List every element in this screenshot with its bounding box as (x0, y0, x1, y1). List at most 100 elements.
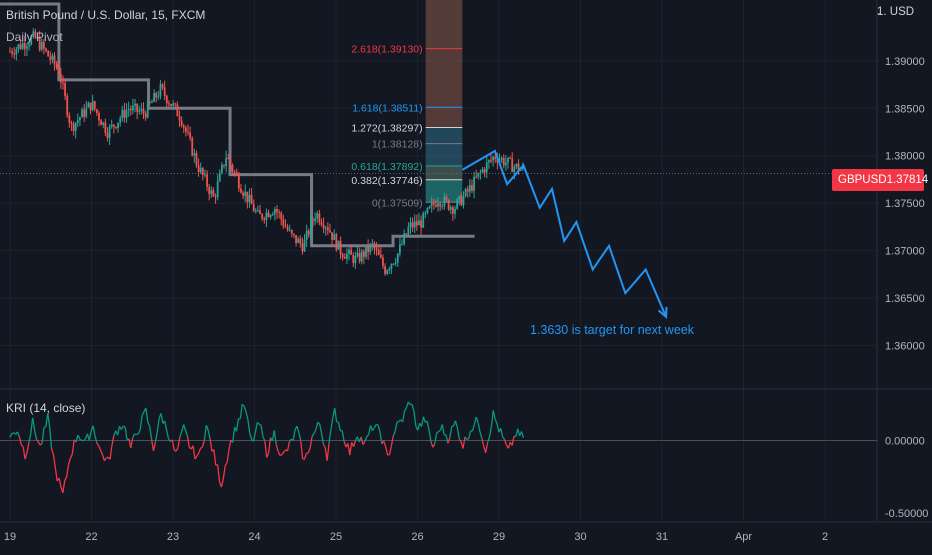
candle-body (340, 241, 342, 255)
candle-body (81, 109, 83, 117)
candle-body (238, 175, 240, 188)
candle-body (367, 246, 369, 253)
candle-body (134, 104, 136, 106)
candle-body (410, 223, 412, 228)
candle-body (338, 241, 340, 250)
candle-body (289, 230, 291, 231)
x-tick-label: Apr (735, 531, 752, 543)
candle-body (177, 104, 179, 116)
kri-line-segment (136, 434, 138, 435)
candle-body (333, 234, 335, 240)
candle-body (280, 213, 282, 219)
candle-body (431, 203, 433, 207)
fib-label-0.618: 0.618(1.37892) (351, 161, 422, 173)
candle-body (327, 228, 329, 231)
candle-body (424, 213, 426, 214)
candle-body (208, 187, 210, 194)
candle-body (473, 177, 475, 191)
candle-body (458, 196, 460, 200)
y-tick-label: 1.36000 (885, 340, 925, 352)
candle-body (365, 246, 367, 257)
candle-body (196, 153, 198, 165)
candle-body (454, 209, 456, 214)
candle-body (388, 269, 390, 270)
candle-body (149, 102, 151, 103)
candle-body (140, 109, 142, 111)
candle-body (126, 110, 128, 117)
candle-body (221, 165, 223, 173)
candle-body (297, 239, 299, 243)
candle-body (153, 93, 155, 102)
candle-body (130, 109, 132, 110)
candle-body (407, 227, 409, 234)
candle-body (185, 127, 187, 131)
candle-body (443, 197, 445, 206)
candle-body (374, 243, 376, 248)
kri-y-tick-label: 0.00000 (885, 436, 925, 448)
candle-body (147, 102, 149, 118)
candle-body (433, 203, 435, 205)
candle-body (484, 169, 486, 172)
kri-title: KRI (14, close) (6, 401, 85, 415)
candle-body (15, 49, 17, 55)
candle-body (310, 220, 312, 235)
candle-body (342, 254, 344, 257)
candle-body (193, 153, 195, 155)
candle-body (420, 220, 422, 227)
candle-body (107, 133, 109, 138)
candle-body (121, 110, 123, 119)
candle-body (376, 248, 378, 250)
candle-body (371, 243, 373, 244)
candle-body (501, 158, 503, 160)
candle-body (213, 190, 215, 196)
candle-body (162, 84, 164, 87)
fib-zone-0.382 (426, 166, 463, 180)
candle-body (22, 43, 24, 49)
candle-body (210, 190, 212, 194)
candle-body (202, 168, 204, 175)
x-tick-label: 30 (574, 531, 586, 543)
candle-body (391, 264, 393, 269)
currency-label[interactable]: 1. USD (877, 6, 914, 18)
candle-body (460, 196, 462, 206)
candle-body (380, 255, 382, 258)
candle-body (71, 123, 73, 124)
y-tick-label: 1.37000 (885, 246, 925, 258)
candle-body (463, 196, 465, 205)
candle-body (227, 158, 229, 159)
candle-body (155, 93, 157, 97)
candle-body (204, 174, 206, 175)
candle-body (304, 240, 306, 251)
candle-body (66, 96, 68, 115)
fib-zone-0.618 (426, 144, 463, 166)
candle-body (73, 124, 75, 131)
candle-body (429, 206, 431, 208)
x-tick-label: 22 (85, 531, 97, 543)
candle-body (321, 222, 323, 224)
candle-body (494, 157, 496, 159)
candle-body (136, 104, 138, 112)
candle-body (516, 164, 518, 167)
candle-body (240, 189, 242, 193)
candle-body (344, 257, 346, 259)
candle-body (124, 110, 126, 118)
candle-body (507, 158, 509, 163)
candle-body (393, 264, 395, 265)
candle-body (452, 207, 454, 213)
candle-body (397, 254, 399, 263)
candle-body (132, 106, 134, 110)
candle-body (416, 221, 418, 225)
candle-body (90, 103, 92, 110)
candle-body (505, 162, 507, 165)
candle-body (253, 204, 255, 211)
candle-body (206, 174, 208, 187)
candle-body (513, 167, 515, 172)
candle-body (422, 213, 424, 227)
candle-body (446, 197, 448, 200)
candle-body (219, 172, 221, 181)
candle-body (299, 239, 301, 244)
candle-body (223, 165, 225, 166)
candle-body (181, 120, 183, 125)
